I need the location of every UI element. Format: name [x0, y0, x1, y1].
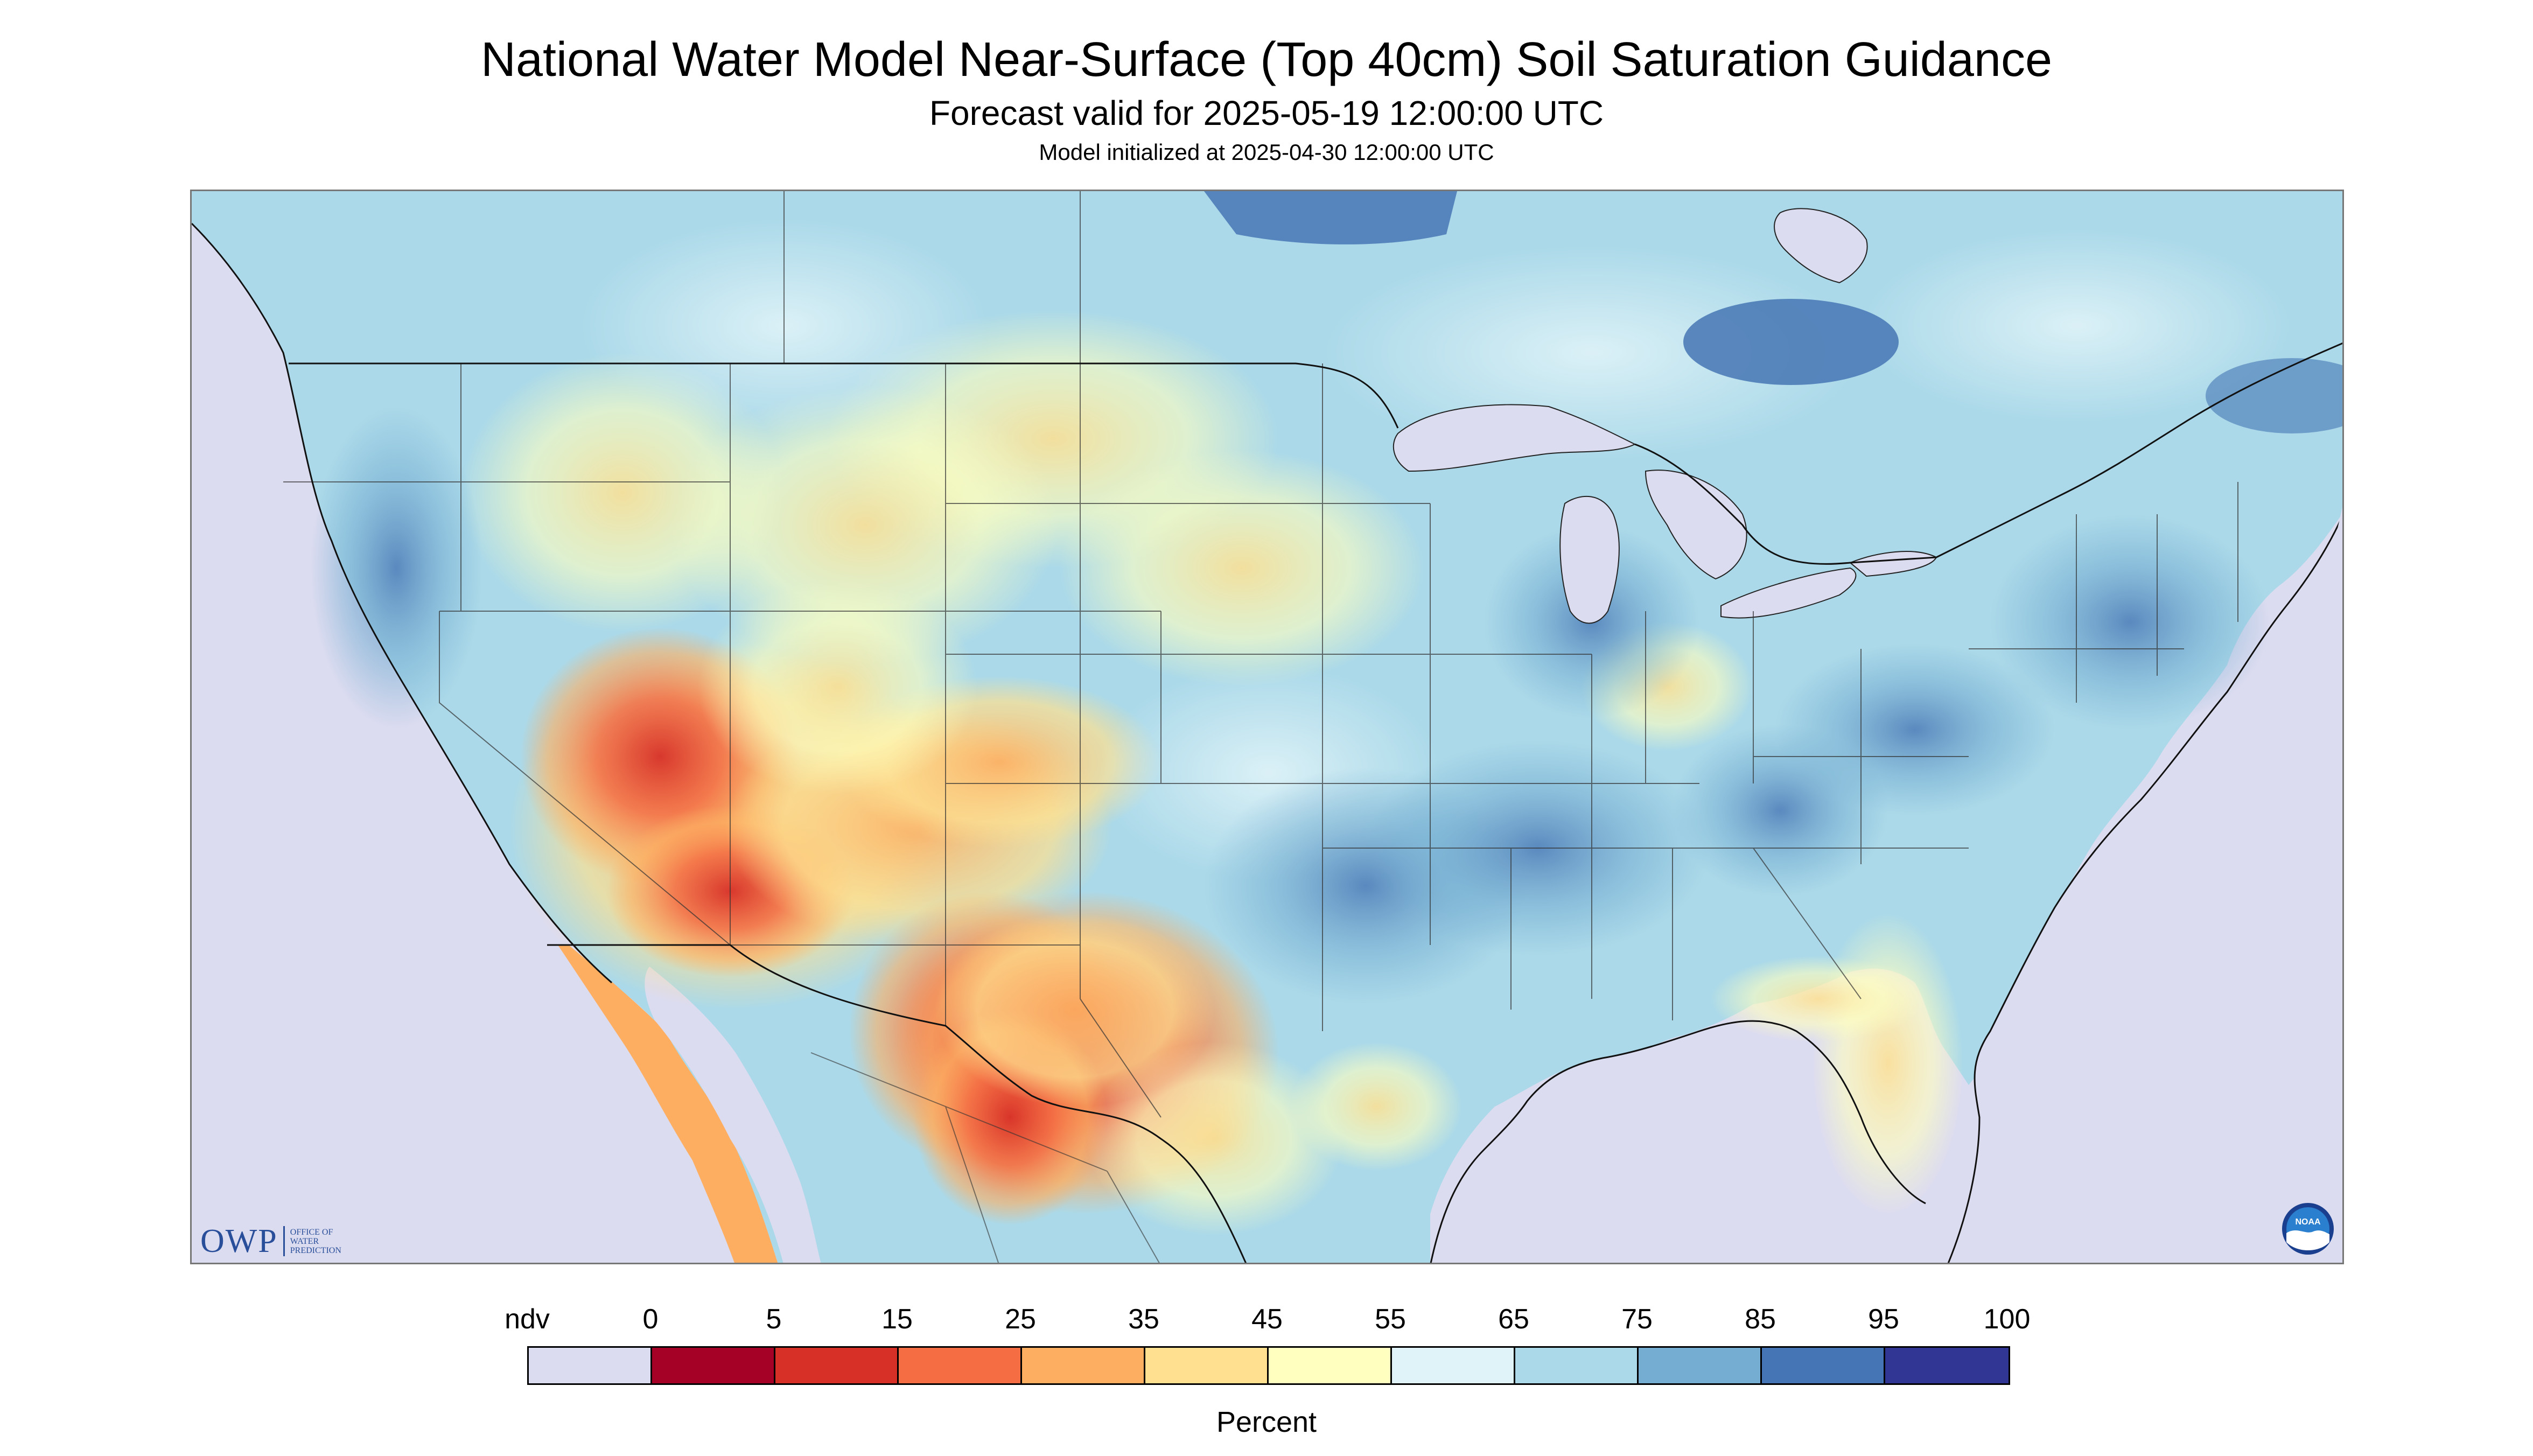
legend-swatch: [1762, 1348, 1885, 1383]
legend-swatch: [1392, 1348, 1515, 1383]
owp-logo: OWP OFFICE OF WATER PREDICTION: [200, 1222, 341, 1260]
legend-tick-label: 25: [1005, 1304, 1036, 1335]
ndv-left-wedge: [192, 342, 471, 1263]
legend-swatch: [1885, 1348, 2009, 1383]
legend-swatch: [1515, 1348, 1639, 1383]
legend-swatch: [1022, 1348, 1145, 1383]
great-lakes: [1393, 404, 1937, 624]
legend-tick-label: ndv: [505, 1304, 550, 1335]
wet-region-ontario: [1683, 299, 1899, 385]
legend-tick-label: 65: [1498, 1304, 1529, 1335]
model-init-time: Model initialized at 2025-04-30 12:00:00…: [1039, 139, 1494, 165]
legend-tick-label: 0: [642, 1304, 659, 1335]
legend-labels: ndv 0 5 15 25 35 45 55 65 75 85 95 100: [0, 1303, 2533, 1335]
legend-unit-label: Percent: [1216, 1406, 1317, 1438]
map-svg: [192, 191, 2342, 1263]
legend-colorbar: [527, 1346, 2010, 1385]
legend-swatch: [775, 1348, 899, 1383]
legend-swatch: [529, 1348, 652, 1383]
svg-text:NOAA: NOAA: [2295, 1217, 2321, 1227]
state-borders: [283, 191, 2238, 1118]
baja-peninsula: [558, 945, 778, 1263]
owp-logo-subtext: OFFICE OF WATER PREDICTION: [290, 1227, 341, 1255]
ndv-right-wedge: [2110, 507, 2342, 1263]
soil-saturation-map[interactable]: [190, 190, 2344, 1264]
legend-swatch: [652, 1348, 775, 1383]
forecast-valid-time: Forecast valid for 2025-05-19 12:00:00 U…: [929, 94, 1604, 132]
legend-tick-label: 45: [1251, 1304, 1283, 1335]
legend-tick-label: 95: [1868, 1304, 1899, 1335]
country-borders: [289, 342, 2342, 1263]
legend-tick-label: 5: [766, 1304, 782, 1335]
owp-logo-text: OWP: [200, 1222, 278, 1259]
legend-swatch: [899, 1348, 1022, 1383]
legend-tick-label: 15: [881, 1304, 913, 1335]
legend-swatch: [1269, 1348, 1392, 1383]
noaa-logo-icon: NOAA: [2282, 1203, 2334, 1255]
legend-tick-label: 35: [1128, 1304, 1159, 1335]
james-bay: [1774, 208, 1868, 284]
mexico-state-borders: [810, 1052, 1160, 1263]
legend-tick-label: 100: [1983, 1304, 2031, 1335]
coastlines: [192, 222, 2342, 1263]
legend-swatch: [1145, 1348, 1269, 1383]
legend-tick-label: 55: [1375, 1304, 1406, 1335]
legend-tick-label: 75: [1621, 1304, 1653, 1335]
map-title: National Water Model Near-Surface (Top 4…: [480, 33, 2052, 87]
legend-tick-label: 85: [1745, 1304, 1776, 1335]
legend-swatch: [1639, 1348, 1762, 1383]
owp-logo-divider: [283, 1226, 285, 1256]
gulf-of-california: [645, 967, 821, 1263]
